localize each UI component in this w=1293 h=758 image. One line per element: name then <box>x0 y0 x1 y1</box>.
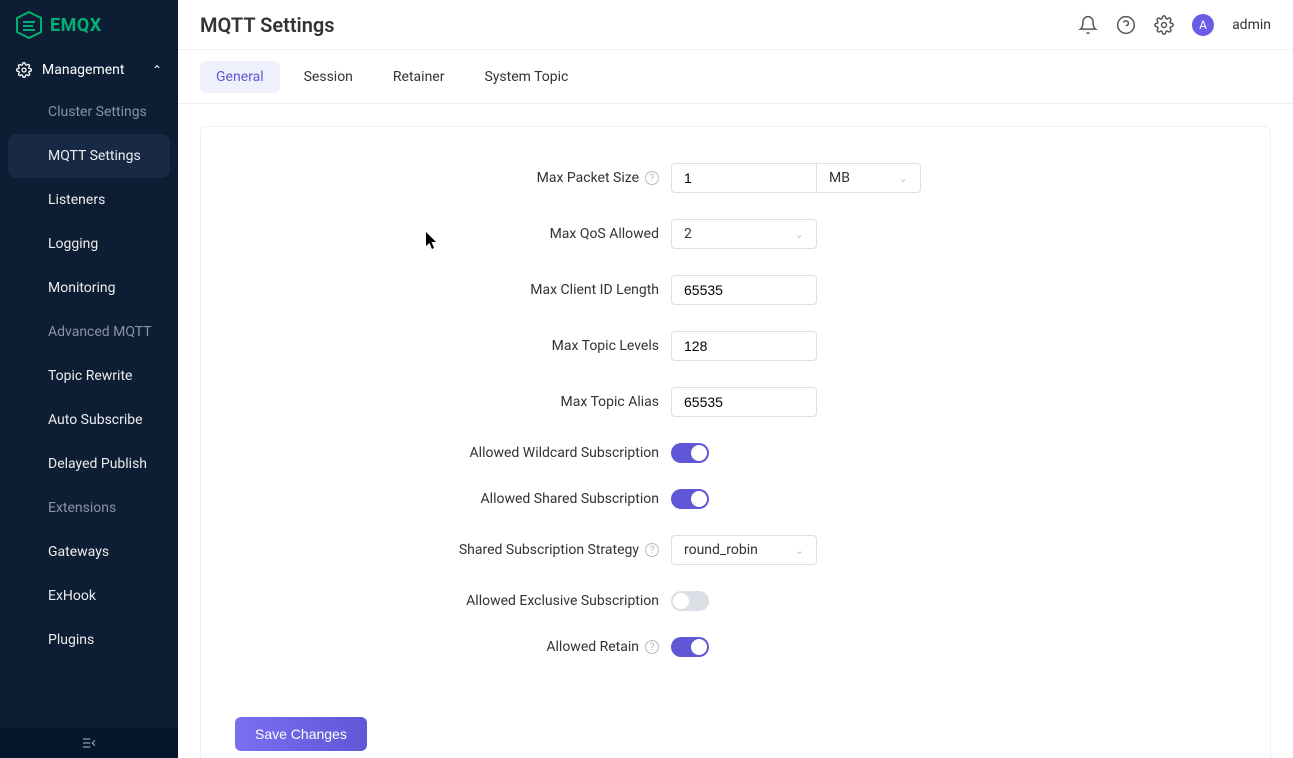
sidebar-item-topic-rewrite[interactable]: Topic Rewrite <box>0 354 178 398</box>
nav-section-management[interactable]: Management ⌃ <box>0 50 178 90</box>
row-shared-strategy: Shared Subscription Strategy ? round_rob… <box>201 535 1270 565</box>
select-shared-strategy[interactable]: round_robin ⌄ <box>671 535 817 565</box>
row-max-topic-alias: Max Topic Alias <box>201 387 1270 417</box>
sidebar-item-cluster-settings[interactable]: Cluster Settings <box>0 90 178 134</box>
input-max-topic-levels[interactable] <box>671 331 817 361</box>
save-button[interactable]: Save Changes <box>235 717 367 751</box>
tab-system-topic[interactable]: System Topic <box>468 61 584 93</box>
label-max-topic-alias: Max Topic Alias <box>561 394 660 410</box>
save-bar: Save Changes <box>235 717 367 751</box>
label-max-client-id: Max Client ID Length <box>530 282 659 298</box>
logo-text: EMQX <box>50 15 102 36</box>
row-wildcard-sub: Allowed Wildcard Subscription <box>201 443 1270 463</box>
label-shared-strategy: Shared Subscription Strategy <box>459 542 639 558</box>
nav-items: Cluster SettingsMQTT SettingsListenersLo… <box>0 90 178 728</box>
help-max-packet-size-icon[interactable]: ? <box>645 171 659 185</box>
sidebar-item-monitoring[interactable]: Monitoring <box>0 266 178 310</box>
nav-section-label: Management <box>42 62 142 78</box>
settings-panel: Max Packet Size ? MB ⌄ Max QoS Allowed 2 <box>200 126 1271 758</box>
input-max-client-id[interactable] <box>671 275 817 305</box>
sidebar: EMQX Management ⌃ Cluster SettingsMQTT S… <box>0 0 178 758</box>
avatar[interactable]: A <box>1192 14 1214 36</box>
strategy-value: round_robin <box>684 542 758 558</box>
row-max-packet-size: Max Packet Size ? MB ⌄ <box>201 163 1270 193</box>
label-max-topic-levels: Max Topic Levels <box>552 338 659 354</box>
switch-retain[interactable] <box>671 637 709 657</box>
qos-value: 2 <box>684 226 692 242</box>
row-shared-sub: Allowed Shared Subscription <box>201 489 1270 509</box>
sidebar-item-advanced-mqtt[interactable]: Advanced MQTT <box>0 310 178 354</box>
label-wildcard-sub: Allowed Wildcard Subscription <box>470 445 659 461</box>
sidebar-item-logging[interactable]: Logging <box>0 222 178 266</box>
row-retain: Allowed Retain ? <box>201 637 1270 657</box>
collapse-icon <box>81 735 97 751</box>
tab-retainer[interactable]: Retainer <box>377 61 461 93</box>
topbar-icons: A admin <box>1078 14 1271 36</box>
input-max-topic-alias[interactable] <box>671 387 817 417</box>
sidebar-item-exhook[interactable]: ExHook <box>0 574 178 618</box>
chevron-down-icon: ⌄ <box>795 544 804 557</box>
topbar: MQTT Settings A admin <box>178 0 1293 50</box>
username[interactable]: admin <box>1232 17 1271 33</box>
switch-exclusive-sub[interactable] <box>671 591 709 611</box>
switch-shared-sub[interactable] <box>671 489 709 509</box>
sidebar-item-plugins[interactable]: Plugins <box>0 618 178 662</box>
help-icon[interactable] <box>1116 15 1136 35</box>
page-title: MQTT Settings <box>200 13 1078 37</box>
gear-icon <box>16 62 32 78</box>
sidebar-item-extensions[interactable]: Extensions <box>0 486 178 530</box>
sidebar-item-delayed-publish[interactable]: Delayed Publish <box>0 442 178 486</box>
label-max-packet-size: Max Packet Size <box>537 170 639 186</box>
help-shared-strategy-icon[interactable]: ? <box>645 543 659 557</box>
tab-general[interactable]: General <box>200 61 280 93</box>
label-max-qos: Max QoS Allowed <box>550 226 659 242</box>
sidebar-item-listeners[interactable]: Listeners <box>0 178 178 222</box>
unit-value: MB <box>829 170 850 186</box>
label-shared-sub: Allowed Shared Subscription <box>481 491 659 507</box>
row-exclusive-sub: Allowed Exclusive Subscription <box>201 591 1270 611</box>
chevron-up-icon: ⌃ <box>152 63 162 77</box>
row-max-qos: Max QoS Allowed 2 ⌄ <box>201 219 1270 249</box>
sidebar-collapse[interactable] <box>0 728 178 758</box>
logo[interactable]: EMQX <box>0 0 178 50</box>
input-max-packet-size[interactable] <box>671 163 817 193</box>
help-retain-icon[interactable]: ? <box>645 640 659 654</box>
chevron-down-icon: ⌄ <box>795 228 804 241</box>
select-packet-size-unit[interactable]: MB ⌄ <box>817 163 921 193</box>
select-max-qos[interactable]: 2 ⌄ <box>671 219 817 249</box>
tab-session[interactable]: Session <box>288 61 369 93</box>
switch-wildcard-sub[interactable] <box>671 443 709 463</box>
chevron-down-icon: ⌄ <box>899 172 908 185</box>
settings-icon[interactable] <box>1154 15 1174 35</box>
sidebar-item-auto-subscribe[interactable]: Auto Subscribe <box>0 398 178 442</box>
sidebar-item-gateways[interactable]: Gateways <box>0 530 178 574</box>
main: MQTT Settings A admin GeneralSessionReta… <box>178 0 1293 758</box>
sidebar-item-mqtt-settings[interactable]: MQTT Settings <box>8 134 170 178</box>
label-retain: Allowed Retain <box>546 639 639 655</box>
bell-icon[interactable] <box>1078 15 1098 35</box>
row-max-topic-levels: Max Topic Levels <box>201 331 1270 361</box>
logo-icon <box>16 11 42 39</box>
row-max-client-id: Max Client ID Length <box>201 275 1270 305</box>
tabs: GeneralSessionRetainerSystem Topic <box>178 50 1293 104</box>
content: Max Packet Size ? MB ⌄ Max QoS Allowed 2 <box>178 104 1293 758</box>
label-exclusive-sub: Allowed Exclusive Subscription <box>466 593 659 609</box>
